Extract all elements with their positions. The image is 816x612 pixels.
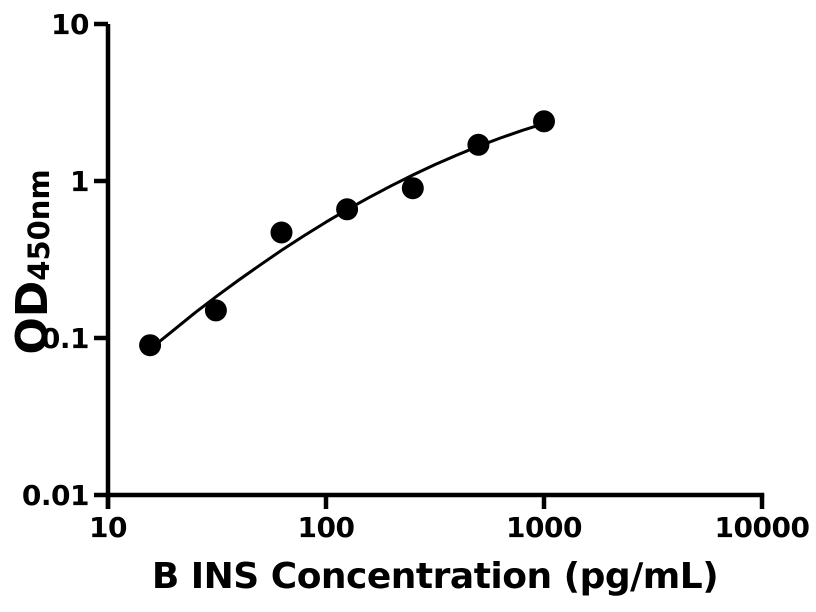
- data-point: [204, 299, 227, 322]
- data-point: [533, 110, 555, 133]
- data-point: [336, 198, 359, 221]
- data-point: [467, 133, 490, 156]
- data-point: [401, 177, 424, 200]
- x-tick-label: 10000: [715, 511, 810, 544]
- y-tick-label: 10: [51, 8, 89, 41]
- x-tick-label: 100: [298, 511, 355, 544]
- y-axis-title-main: OD: [7, 280, 58, 355]
- x-axis-title: B INS Concentration (pg/mL): [151, 556, 719, 597]
- y-axis-title: OD 450nm: [7, 169, 58, 355]
- data-point: [139, 334, 162, 357]
- data-point: [270, 221, 293, 244]
- y-tick-label: 1: [70, 165, 89, 198]
- x-tick-label: 1000: [506, 511, 582, 544]
- y-axis-title-subscript: 450nm: [22, 169, 56, 281]
- y-tick-label: 0.01: [22, 479, 89, 512]
- x-tick-label: 10: [89, 511, 127, 544]
- y-tick-label: 0.1: [41, 322, 89, 355]
